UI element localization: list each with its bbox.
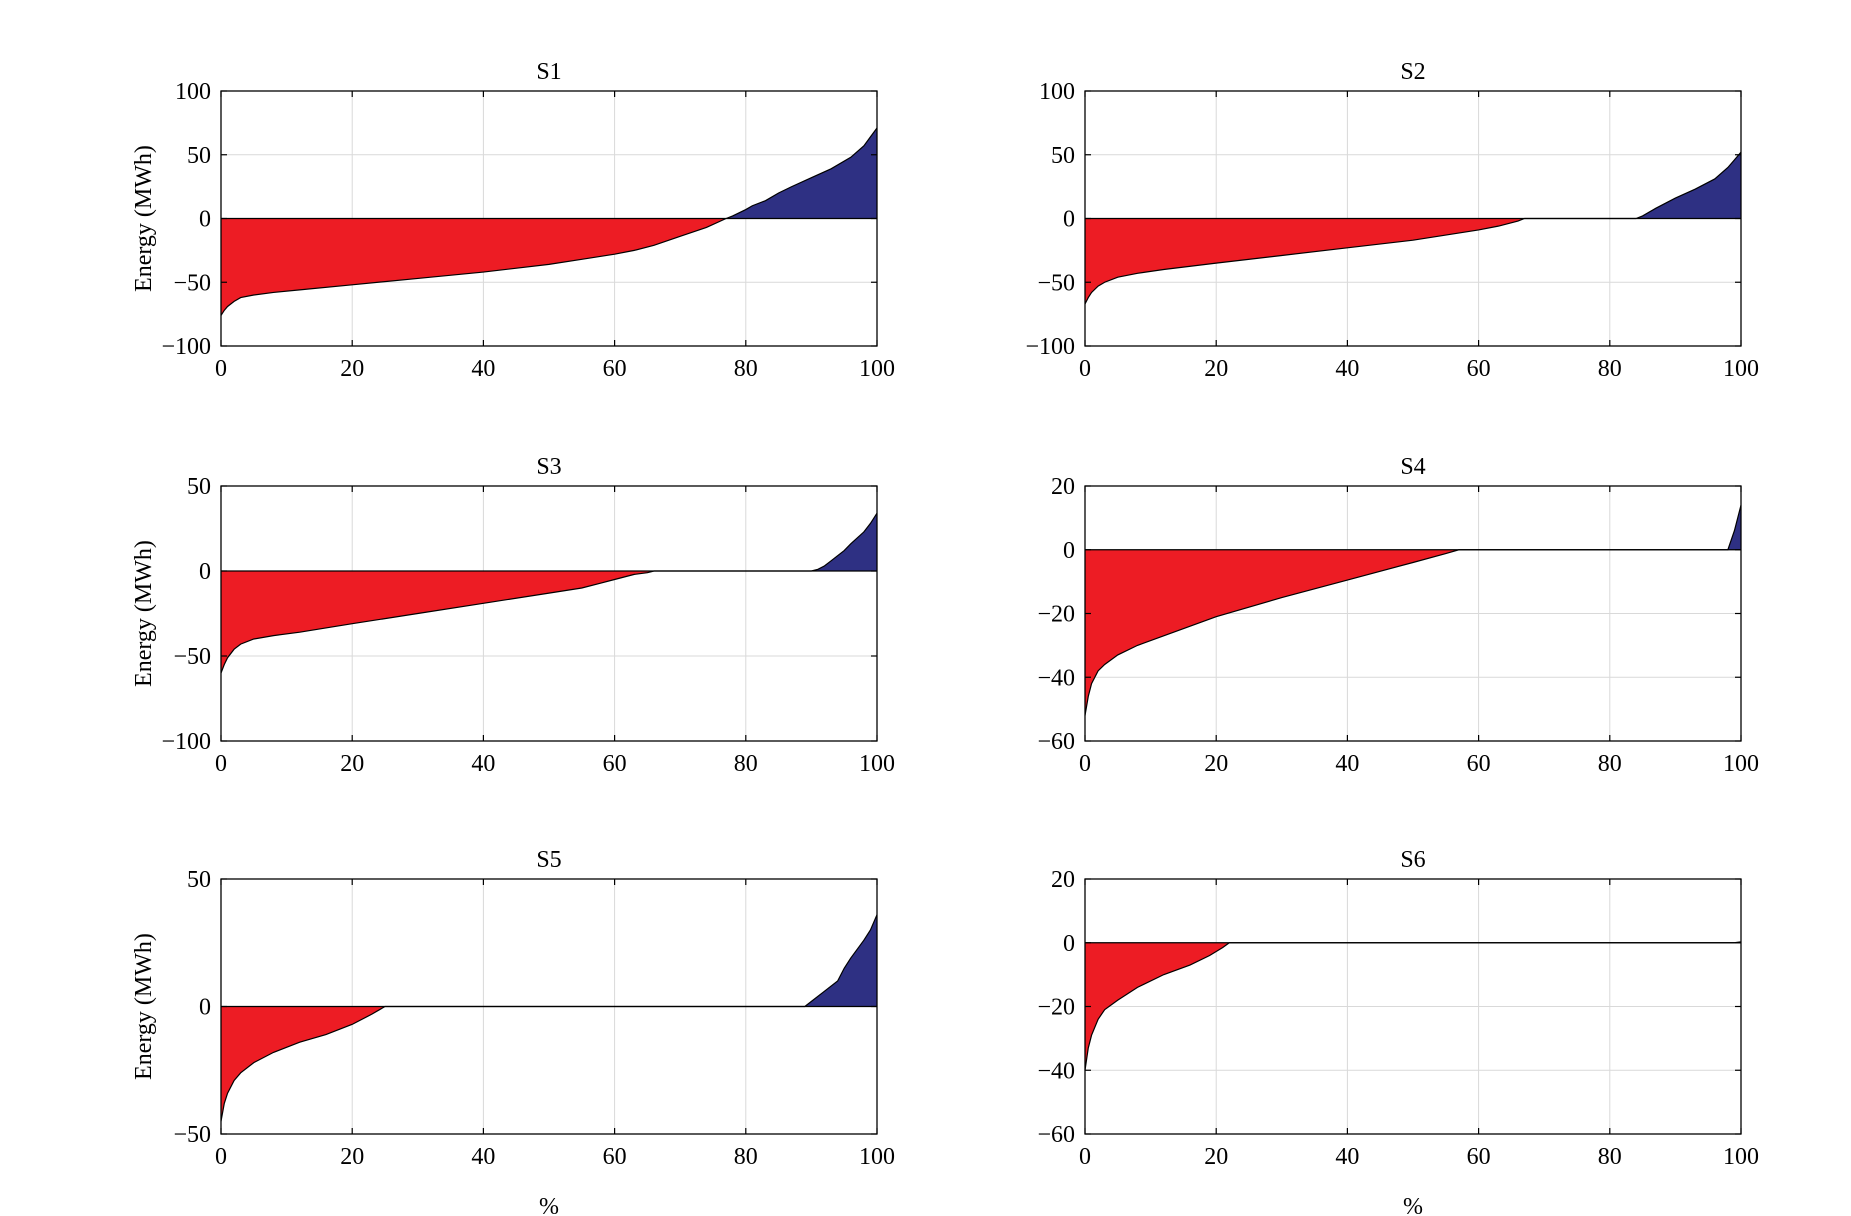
x-tick-label: 60	[603, 356, 627, 382]
x-tick-label: 100	[1723, 356, 1759, 382]
negative-area	[221, 571, 877, 673]
x-tick-label: 0	[1079, 356, 1091, 382]
y-axis-label: Energy (MWh)	[131, 145, 157, 292]
negative-area	[221, 218, 877, 316]
x-tick-label: 60	[1467, 1144, 1491, 1170]
x-tick-label: 60	[1467, 751, 1491, 777]
y-tick-label: 0	[199, 207, 211, 233]
x-tick-label: 40	[471, 356, 495, 382]
y-tick-label: 20	[1051, 474, 1075, 500]
x-tick-label: 20	[1204, 1144, 1228, 1170]
x-tick-label: 80	[734, 356, 758, 382]
x-tick-label: 20	[340, 751, 364, 777]
x-tick-label: 20	[340, 1144, 364, 1170]
panel-title: S1	[536, 59, 561, 85]
y-tick-label: −100	[1025, 334, 1075, 360]
x-tick-label: 40	[471, 1144, 495, 1170]
y-tick-label: 0	[1063, 207, 1075, 233]
x-tick-label: 0	[215, 1144, 227, 1170]
panel-title: S6	[1400, 847, 1425, 873]
x-tick-label: 40	[1335, 751, 1359, 777]
y-tick-label: −50	[173, 270, 211, 296]
y-tick-label: −100	[161, 334, 211, 360]
series-line	[220, 512, 878, 674]
x-tick-label: 60	[603, 751, 627, 777]
y-tick-label: −50	[173, 1122, 211, 1148]
positive-area	[1085, 152, 1741, 219]
x-tick-label: 20	[340, 356, 364, 382]
positive-area	[1085, 505, 1741, 550]
x-tick-label: 80	[734, 1144, 758, 1170]
x-tick-label: 40	[471, 751, 495, 777]
x-tick-label: 100	[1723, 751, 1759, 777]
panel-title: S2	[1400, 59, 1425, 85]
y-axis-label: Energy (MWh)	[131, 933, 157, 1080]
x-tick-label: 0	[215, 751, 227, 777]
x-tick-label: 100	[1723, 1144, 1759, 1170]
y-tick-label: −60	[1037, 729, 1075, 755]
y-tick-label: 50	[187, 474, 211, 500]
panel-4: 0 20 40 60 80 100 −60 −40 −20 0 20 S4	[1037, 454, 1759, 777]
y-tick-label: 0	[1063, 931, 1075, 957]
panel-title: S5	[536, 847, 561, 873]
y-tick-label: −40	[1037, 665, 1075, 691]
panel-2: 0 20 40 60 80 100 −100 −50 0 50 100 S2	[1025, 59, 1759, 382]
y-tick-label: 0	[199, 995, 211, 1021]
y-tick-label: −20	[1037, 995, 1075, 1021]
x-tick-label: 0	[215, 356, 227, 382]
panel-title: S4	[1400, 454, 1425, 480]
series-line	[220, 127, 878, 316]
x-tick-label: 20	[1204, 751, 1228, 777]
negative-area	[1085, 549, 1741, 716]
x-tick-label: 40	[1335, 356, 1359, 382]
x-tick-label: 100	[859, 1144, 895, 1170]
y-tick-label: −40	[1037, 1058, 1075, 1084]
x-axis-label: %	[539, 1194, 559, 1216]
positive-area	[221, 127, 877, 219]
y-tick-label: −20	[1037, 602, 1075, 628]
x-tick-label: 80	[1598, 751, 1622, 777]
y-tick-label: 50	[1051, 143, 1075, 169]
x-tick-label: 60	[603, 1144, 627, 1170]
y-tick-label: 50	[187, 143, 211, 169]
series-line	[1084, 151, 1742, 305]
x-tick-label: 0	[1079, 751, 1091, 777]
positive-area	[221, 914, 877, 1007]
y-tick-label: 100	[1039, 79, 1075, 105]
positive-area	[221, 513, 877, 571]
y-tick-label: 0	[1063, 538, 1075, 564]
y-tick-label: 100	[175, 79, 211, 105]
y-tick-label: 50	[187, 867, 211, 893]
y-tick-label: −50	[1037, 270, 1075, 296]
x-tick-label: 80	[1598, 356, 1622, 382]
panel-3: 0 20 40 60 80 100 −100 −50 0 50 S3 Energy (MWh)	[131, 454, 895, 777]
x-tick-label: 80	[734, 751, 758, 777]
y-tick-label: −60	[1037, 1122, 1075, 1148]
x-tick-label: 60	[1467, 356, 1491, 382]
negative-area	[1085, 218, 1741, 304]
y-tick-label: −100	[161, 729, 211, 755]
panel-title: S3	[536, 454, 561, 480]
y-axis-label: Energy (MWh)	[131, 540, 157, 687]
x-tick-label: 20	[1204, 356, 1228, 382]
panel-1: 0 20 40 60 80 100 −100 −50 0 50 100 S1 Energy (MWh)	[131, 59, 895, 382]
y-tick-label: 20	[1051, 867, 1075, 893]
x-tick-label: 80	[1598, 1144, 1622, 1170]
x-tick-label: 0	[1079, 1144, 1091, 1170]
x-tick-label: 100	[859, 356, 895, 382]
x-axis-label: %	[1403, 1194, 1423, 1216]
y-tick-label: 0	[199, 559, 211, 585]
x-tick-label: 40	[1335, 1144, 1359, 1170]
negative-area	[1085, 942, 1741, 1071]
y-tick-label: −50	[173, 644, 211, 670]
panel-6: 0 20 40 60 80 100 −60 −40 −20 0 20 S6%	[1037, 847, 1759, 1216]
x-tick-label: 100	[859, 751, 895, 777]
negative-area	[221, 1006, 877, 1122]
axes-box	[220, 485, 878, 742]
